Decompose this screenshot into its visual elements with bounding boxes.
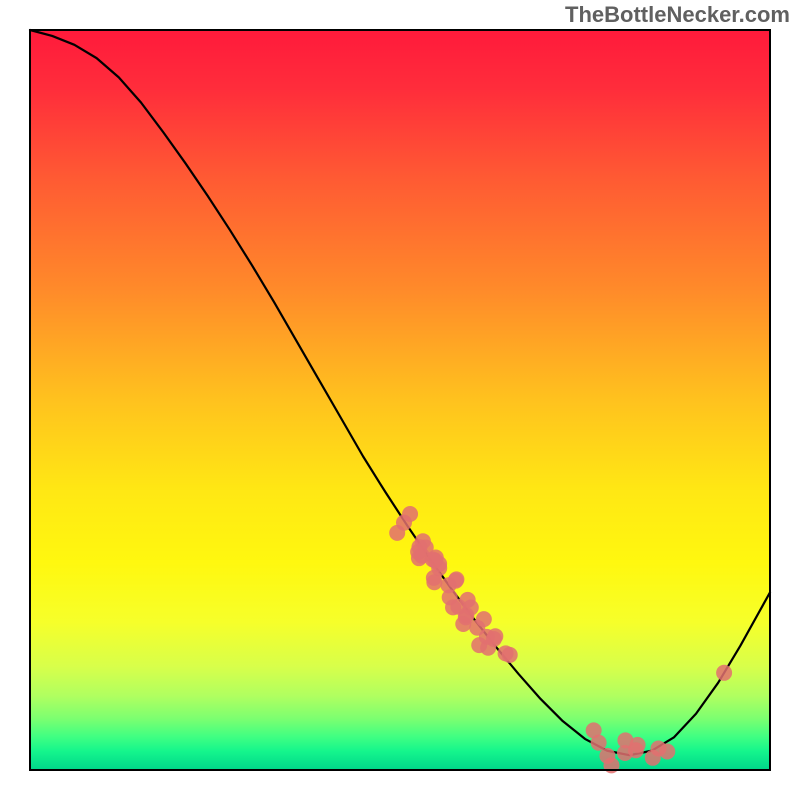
data-point [476,611,492,627]
data-point [599,748,615,764]
data-point [716,665,732,681]
data-point [411,539,427,555]
data-point [431,560,447,576]
plot-background [30,30,770,770]
data-point [591,735,607,751]
chart-stage: TheBottleNecker.com [0,0,800,800]
data-point [645,750,661,766]
data-point [445,599,461,615]
data-point [441,577,457,593]
data-point [396,515,412,531]
data-point [455,616,471,632]
data-point [480,640,496,656]
data-point [502,647,518,663]
bottleneck-chart [0,0,800,800]
data-point [628,742,644,758]
data-point [659,744,675,760]
